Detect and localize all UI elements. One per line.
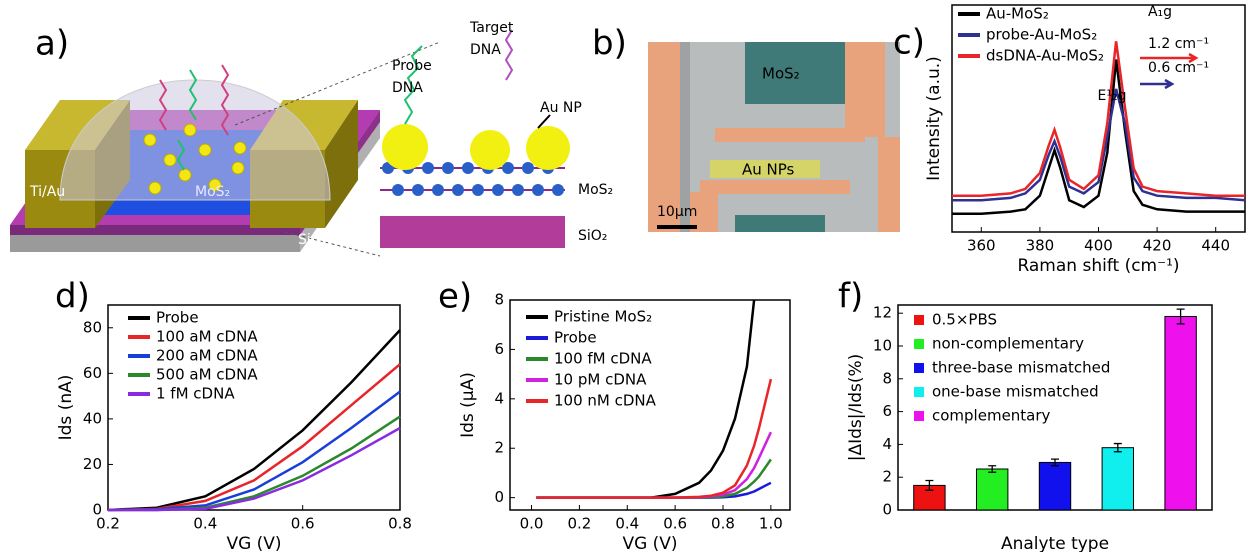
series-line <box>536 459 771 497</box>
legend-label: 100 aM cDNA <box>156 328 258 346</box>
y-axis-label: Ids (nA) <box>56 375 76 441</box>
legend-label: 100 nM cDNA <box>554 392 657 410</box>
legend-label: 10 pM cDNA <box>554 371 647 389</box>
x-tick-label: 360 <box>967 237 996 255</box>
bar <box>977 469 1008 510</box>
target-label: DNA <box>470 42 501 58</box>
y-tick-label: 0 <box>92 501 102 519</box>
legend-swatch <box>914 363 924 373</box>
substrate-label: SiO₂/Si <box>298 232 345 248</box>
legend-label: one-base mismatched <box>932 383 1099 401</box>
panel-label: e) <box>438 277 472 317</box>
series-line <box>108 392 400 510</box>
y-tick-label: 4 <box>494 389 504 407</box>
series-line <box>952 89 1245 200</box>
mos2-label: MoS₂ <box>762 65 800 83</box>
micrograph-b: b) MoS₂ Au NPs 10μm <box>592 24 900 233</box>
legend-label: non-complementary <box>932 335 1084 353</box>
x-tick-label: 0.6 <box>291 515 315 533</box>
bar <box>1102 448 1133 510</box>
panel-label: f) <box>838 277 863 317</box>
x-tick-label: 1.0 <box>759 515 783 533</box>
shift-arrow <box>1140 80 1172 88</box>
y-tick-label: 10 <box>873 337 892 355</box>
legend-label: 100 fM cDNA <box>554 350 652 368</box>
x-tick-label: 0.0 <box>520 515 544 533</box>
y-tick-label: 2 <box>494 439 504 457</box>
schematic-a: a) Ti/Au MoS₂ SiO₂/Si Probe DNA Target D… <box>10 20 613 256</box>
legend-label: Pristine MoS₂ <box>554 308 652 326</box>
x-axis-label: Analyte type <box>1001 534 1109 552</box>
x-tick-label: 0.8 <box>711 515 735 533</box>
probe-label: Probe <box>392 58 432 74</box>
annotation: 0.6 cm⁻¹ <box>1148 60 1209 76</box>
y-axis-label: Ids (μA) <box>458 372 478 438</box>
x-tick-label: 400 <box>1084 237 1113 255</box>
panel-label: a) <box>35 24 69 64</box>
y-tick-label: 2 <box>882 468 892 486</box>
x-axis-label: VG (V) <box>622 534 677 552</box>
x-tick-label: 0.4 <box>193 515 217 533</box>
scale-label: 10μm <box>657 204 697 220</box>
probe-label: DNA <box>392 80 423 96</box>
x-tick-label: 0.6 <box>663 515 687 533</box>
y-tick-label: 12 <box>873 304 892 322</box>
y-tick-label: 0 <box>494 488 504 506</box>
annotation: 1.2 cm⁻¹ <box>1148 36 1209 52</box>
x-tick-label: 0.8 <box>388 515 412 533</box>
y-tick-label: 20 <box>83 455 102 473</box>
channel-label: MoS₂ <box>195 184 230 200</box>
legend-label: Probe <box>554 329 597 347</box>
legend-label: dsDNA-Au-MoS₂ <box>986 47 1104 65</box>
x-axis-label: Raman shift (cm⁻¹) <box>1017 256 1179 276</box>
series-line <box>536 432 771 497</box>
legend-label: Probe <box>156 309 199 327</box>
annotation: E¹₂g <box>1098 88 1127 104</box>
annotation: A₁g <box>1148 4 1172 20</box>
aunps-label: Au NPs <box>742 161 795 179</box>
x-axis-label: VG (V) <box>226 534 281 552</box>
figure: a) Ti/Au MoS₂ SiO₂/Si Probe DNA Target D… <box>0 0 1248 552</box>
x-tick-label: 0.2 <box>567 515 591 533</box>
y-tick-label: 8 <box>494 291 504 309</box>
sio2-label: SiO₂ <box>578 228 607 244</box>
x-tick-label: 440 <box>1201 237 1230 255</box>
legend-swatch <box>914 315 924 325</box>
y-tick-label: 8 <box>882 369 892 387</box>
panel-label: c) <box>893 23 925 63</box>
legend-label: 0.5×PBS <box>932 311 997 329</box>
y-tick-label: 80 <box>83 318 102 336</box>
y-axis-label: Intensity (a.u.) <box>924 56 944 181</box>
panel-label: b) <box>592 24 627 64</box>
y-tick-label: 0 <box>882 501 892 519</box>
y-tick-label: 40 <box>83 409 102 427</box>
legend-label: 500 aM cDNA <box>156 366 258 384</box>
x-tick-label: 420 <box>1143 237 1172 255</box>
legend-label: three-base mismatched <box>932 359 1110 377</box>
legend-label: 200 aM cDNA <box>156 347 258 365</box>
mos2-label: MoS₂ <box>578 182 613 198</box>
y-tick-label: 6 <box>494 340 504 358</box>
aunp-label: Au NP <box>540 100 582 116</box>
legend-swatch <box>914 387 924 397</box>
bar <box>1165 316 1196 510</box>
y-axis-label: |ΔIds|/Ids(%) <box>846 354 866 462</box>
legend-label: Au-MoS₂ <box>986 5 1049 23</box>
bar <box>1039 462 1070 510</box>
legend-label: probe-Au-MoS₂ <box>986 26 1097 44</box>
legend-swatch <box>914 339 924 349</box>
panel-label: d) <box>55 277 90 317</box>
y-tick-label: 60 <box>83 364 102 382</box>
electrode-label: Ti/Au <box>29 184 65 200</box>
target-label: Target <box>469 20 514 36</box>
legend-label: 1 fM cDNA <box>156 385 235 403</box>
y-tick-label: 6 <box>882 402 892 420</box>
series-line <box>108 417 400 510</box>
x-tick-label: 380 <box>1026 237 1055 255</box>
y-tick-label: 4 <box>882 435 892 453</box>
legend-swatch <box>914 411 924 421</box>
legend-label: complementary <box>932 407 1051 425</box>
x-tick-label: 0.4 <box>615 515 639 533</box>
series-line <box>952 60 1245 214</box>
